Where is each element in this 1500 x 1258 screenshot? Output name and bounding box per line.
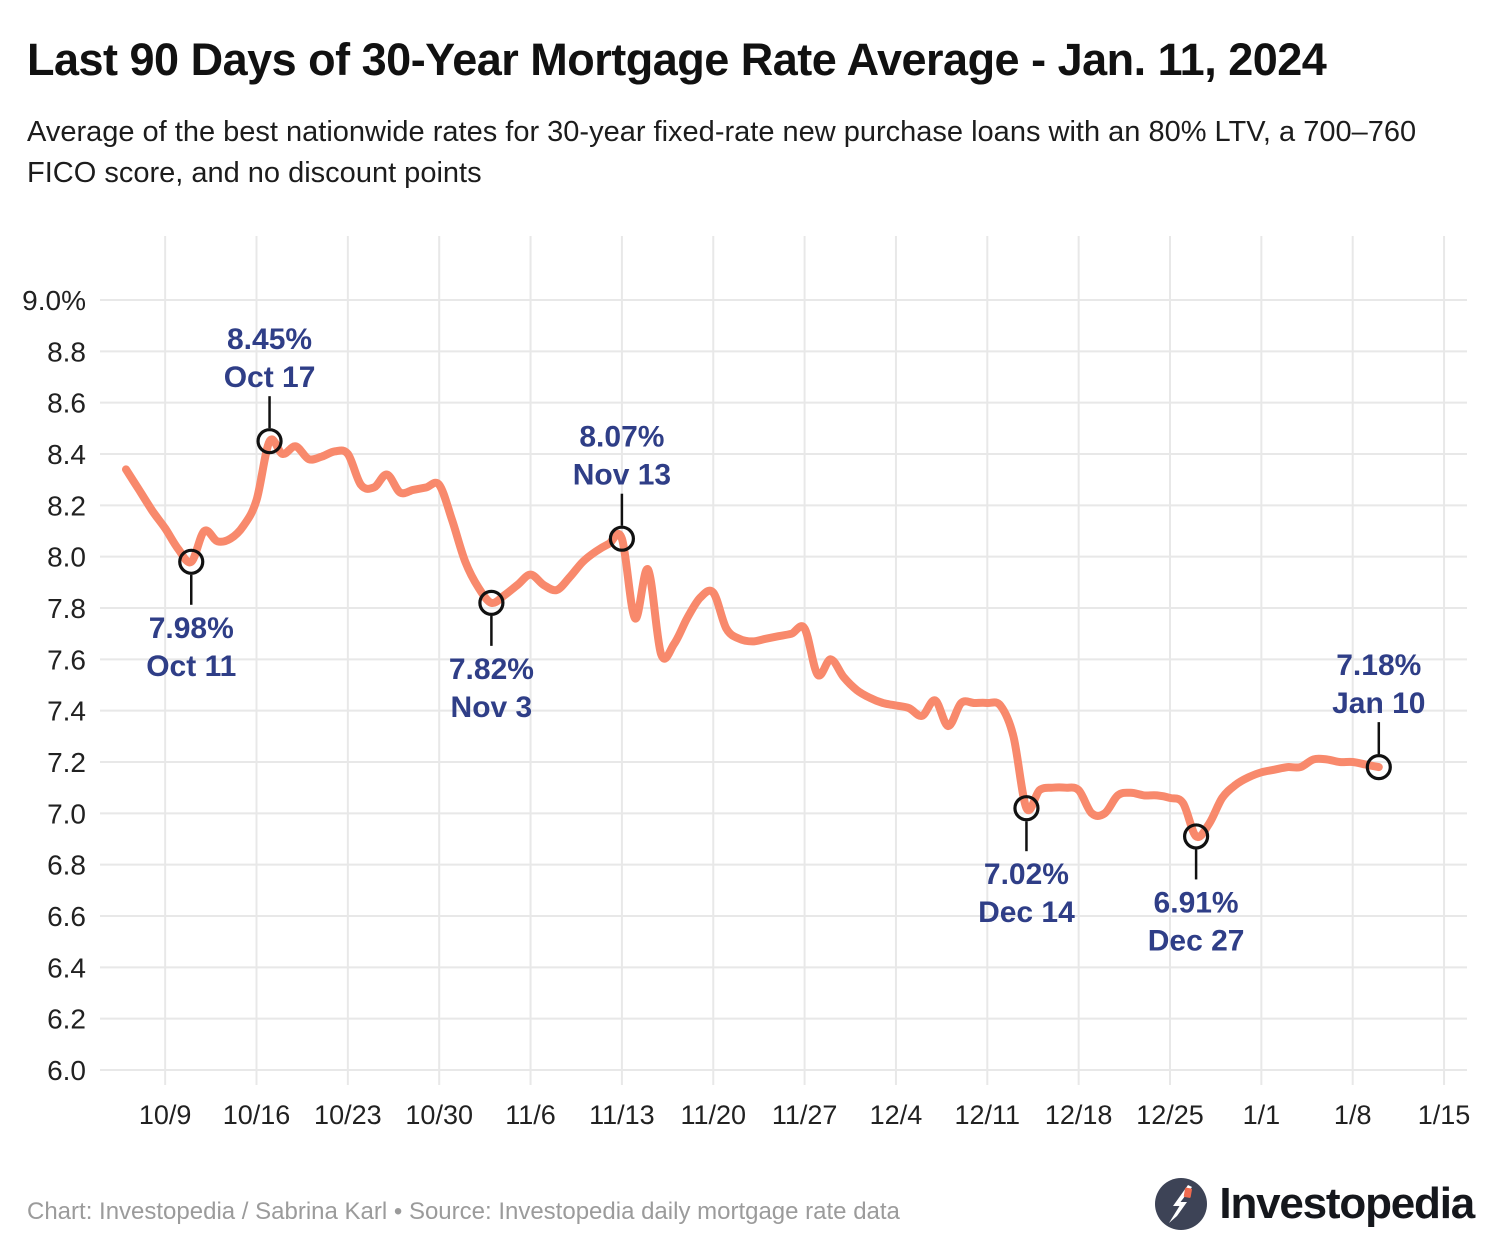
rate-line [122,435,1383,842]
x-tick-label: 12/25 [1136,1100,1204,1130]
annotation-value-label: 7.18% [1336,649,1421,682]
data-point-marker [1182,823,1210,850]
annotation-value-label: 7.02% [984,858,1069,891]
data-point-marker [478,589,505,616]
mortgage-rate-line-chart: 9.0% 8.8 8.6 8.4 8.2 8.0 7.8 7.6 7.4 7.2 7.0 6.8 6.6… [22,236,1471,1130]
annotation-date-label: Oct 11 [146,650,236,683]
x-tick-label: 10/23 [314,1100,382,1130]
data-point-marker [1013,795,1040,822]
x-tick-label: 12/11 [955,1100,1021,1130]
y-tick-label: 6.8 [47,850,86,881]
chart-subtitle: Average of the best nationwide rates for… [27,116,1417,190]
annotation-value-label: 6.91% [1154,886,1239,919]
x-tick-label: 1/1 [1243,1100,1281,1130]
annotation-date-label: Dec 14 [978,896,1075,929]
investopedia-logo-text: Investopedia [1219,1179,1475,1228]
y-tick-label: 8.6 [47,388,86,419]
x-tick-label: 10/9 [139,1100,192,1130]
x-tick-label: 11/6 [505,1100,556,1130]
annotation-date-label: Dec 27 [1148,924,1245,957]
data-point-marker [256,428,283,455]
annotation-date-label: Nov 3 [451,691,533,724]
y-tick-label: 7.8 [47,593,86,624]
investopedia-logo: Investopedia [1153,1176,1475,1232]
x-tick-label: 12/18 [1045,1100,1113,1130]
y-tick-label: 9.0% [22,285,86,316]
y-tick-label: 7.2 [47,747,86,778]
y-tick-label: 6.2 [47,1004,86,1035]
annotation-value-label: 8.07% [579,421,664,454]
investopedia-logo-icon [1155,1178,1208,1230]
annotation-date-label: Jan 10 [1332,687,1425,720]
y-tick-label: 6.6 [47,901,86,932]
annotation-value-label: 7.98% [149,612,234,645]
y-tick-label: 8.2 [47,490,86,521]
x-tick-label: 11/13 [589,1100,655,1130]
x-tick-label: 10/30 [405,1100,473,1130]
data-point-marker [178,548,205,575]
y-tick-label: 8.8 [47,336,86,367]
x-tick-label: 11/20 [680,1100,746,1130]
y-tick-label: 6.4 [47,952,86,983]
data-point-marker [608,525,636,552]
y-tick-label: 8.0 [47,542,86,573]
chart-credit: Chart: Investopedia / Sabrina Karl • Sou… [27,1198,900,1225]
x-tick-label: 10/16 [223,1100,291,1130]
x-tick-label: 1/8 [1334,1100,1372,1130]
y-tick-label: 8.4 [47,439,86,470]
y-tick-label: 7.4 [47,696,86,727]
x-tick-label: 11/27 [772,1100,838,1130]
annotation-value-label: 8.45% [227,323,312,356]
data-point-marker [1365,754,1392,781]
annotation-value-label: 7.82% [449,653,534,686]
x-tick-label: 12/4 [870,1100,923,1130]
y-tick-label: 7.6 [47,644,86,675]
y-tick-label: 7.0 [47,798,86,829]
annotation-date-label: Nov 13 [573,459,671,492]
chart-title: Last 90 Days of 30-Year Mortgage Rate Av… [27,34,1327,85]
x-tick-label: 1/15 [1418,1100,1471,1130]
y-tick-label: 6.0 [47,1055,86,1086]
annotation-date-label: Oct 17 [224,361,316,394]
